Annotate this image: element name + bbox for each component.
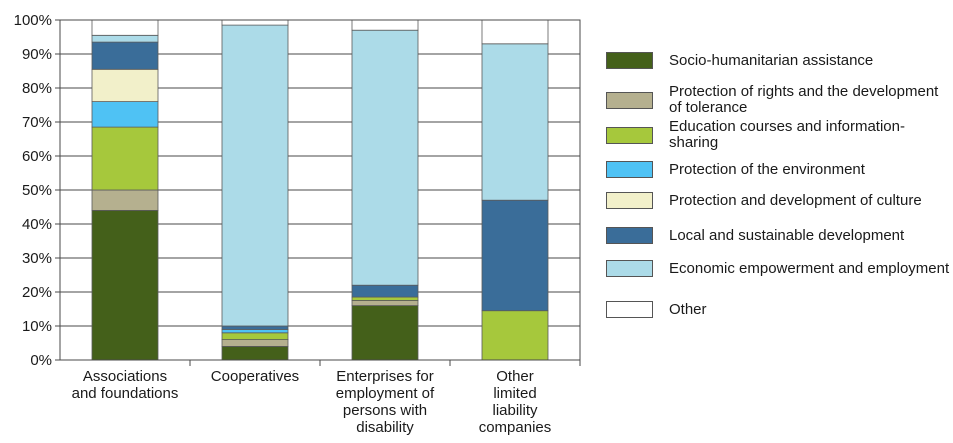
legend-item: Protection and development of culture [606, 192, 953, 209]
legend-label: Local and sustainable development [669, 226, 905, 244]
legend-item: Other [606, 301, 953, 318]
bar-segment [221, 24, 289, 327]
bar-segment [91, 41, 159, 70]
x-category-label: Enterprises for employment of persons with… [336, 368, 435, 436]
legend-swatch [606, 192, 653, 209]
x-category-label: Cooperatives [211, 368, 299, 385]
legend-label: Protection of the environment [669, 160, 865, 178]
bar-segment [351, 284, 419, 298]
x-category-label: Associations and foundations [72, 368, 179, 402]
legend-swatch [606, 301, 653, 318]
legend-label: Other [669, 300, 707, 318]
legend-item: Economic empowerment and employment [606, 260, 953, 277]
legend-item: Local and sustainable development [606, 227, 953, 244]
bar-segment [221, 332, 289, 340]
bar-segment [91, 34, 159, 43]
y-tick-label: 50% [22, 182, 52, 199]
legend-swatch [606, 52, 653, 69]
bar-segment [221, 19, 289, 26]
legend-swatch [606, 227, 653, 244]
bar-segment [481, 199, 549, 312]
legend-item: Protection of rights and the development… [606, 84, 953, 116]
y-tick-label: 30% [22, 250, 52, 267]
bar-segment [481, 310, 549, 361]
bar-segment [221, 328, 289, 334]
y-tick-label: 40% [22, 216, 52, 233]
y-tick-label: 10% [22, 318, 52, 335]
bar-segment [91, 209, 159, 361]
y-tick-label: 60% [22, 148, 52, 165]
bar-segment [91, 19, 159, 36]
bar-segment [91, 126, 159, 191]
legend-item: Socio-humanitarian assistance [606, 52, 953, 69]
y-tick-label: 80% [22, 80, 52, 97]
bar-segment [351, 305, 419, 361]
legend-label: Protection and development of culture [669, 191, 922, 209]
legend-label: Economic empowerment and employment [669, 259, 950, 277]
bar-segment [351, 19, 419, 31]
legend-label: Socio-humanitarian assistance [669, 51, 874, 69]
y-tick-label: 100% [14, 12, 52, 29]
y-tick-label: 20% [22, 284, 52, 301]
x-category-label: Other limited liability companies [479, 368, 552, 436]
y-tick-label: 90% [22, 46, 52, 63]
legend-swatch [606, 126, 653, 144]
bar-segment [481, 43, 549, 201]
bar-segment [91, 68, 159, 103]
legend-item: Education courses and information-sharin… [606, 119, 953, 151]
legend-item: Protection of the environment [606, 161, 953, 178]
bar-segment [481, 19, 549, 45]
legend-label: Protection of rights and the development… [669, 83, 939, 116]
bar-segment [91, 189, 159, 211]
legend-swatch [606, 161, 653, 178]
legend-label: Education courses and information-sharin… [669, 118, 905, 151]
y-tick-label: 70% [22, 114, 52, 131]
legend-swatch [606, 260, 653, 277]
bar-segment [351, 300, 419, 306]
bar-segment [221, 339, 289, 347]
y-tick-label: 0% [30, 352, 52, 369]
bar-segment [351, 296, 419, 301]
legend-swatch [606, 91, 653, 109]
bar-segment [221, 325, 289, 330]
bar-segment [91, 101, 159, 128]
bar-segment [351, 29, 419, 286]
plot-frame [59, 19, 581, 361]
bar-segment [221, 345, 289, 361]
